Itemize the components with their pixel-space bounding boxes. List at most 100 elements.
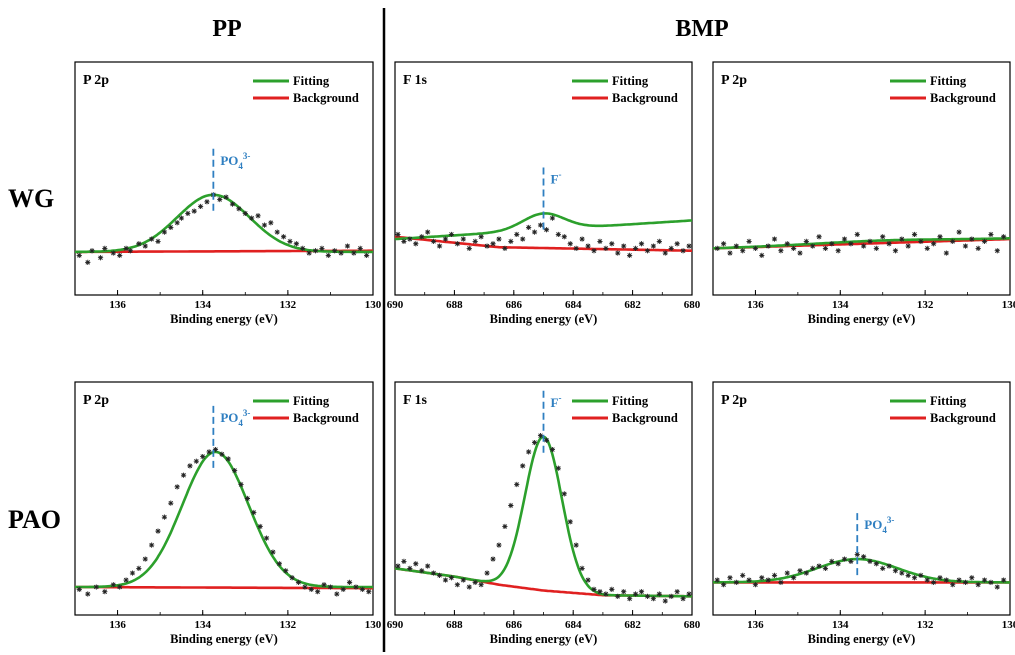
panel-2: 690 688 686 684 682 680 Binding energy (eV) F 1… [387, 61, 701, 326]
data-point [543, 437, 550, 443]
x-tick-label: 684 [565, 619, 582, 631]
data-point [514, 481, 520, 488]
data-point [686, 243, 692, 249]
data-point [180, 472, 187, 478]
data-point [436, 243, 443, 249]
data-point [567, 241, 573, 247]
panel-title: P 2p [83, 73, 109, 88]
data-point [531, 439, 538, 446]
data-point [943, 577, 949, 583]
data-point [867, 558, 873, 565]
data-point [609, 241, 615, 247]
legend-fitting-label: Fitting [612, 74, 649, 88]
data-point [848, 558, 854, 565]
data-point [740, 572, 746, 578]
data-point [490, 241, 496, 247]
data-point [791, 575, 797, 581]
data-point [508, 502, 514, 509]
data-point [880, 234, 886, 240]
data-point [263, 535, 270, 541]
data-point [861, 243, 867, 249]
data-point [454, 241, 460, 247]
plot-frame [712, 381, 1011, 616]
data-point [765, 243, 771, 249]
data-point [937, 234, 943, 240]
data-point [185, 210, 191, 217]
data-point [127, 248, 133, 254]
header-bmp: BMP [675, 16, 728, 42]
x-axis-label: Binding energy (eV) [170, 632, 278, 646]
data-point [193, 458, 199, 464]
data-point [615, 250, 621, 256]
data-point [873, 561, 879, 567]
data-point [988, 579, 994, 585]
data-point [841, 236, 848, 242]
data-point [236, 206, 242, 212]
data-point [931, 241, 937, 247]
data-point [994, 584, 1000, 590]
data-point [89, 248, 95, 254]
data-point [295, 579, 302, 585]
x-tick-label: 130 [1002, 299, 1015, 311]
data-point [638, 589, 645, 595]
data-point [561, 234, 567, 240]
data-point [520, 463, 526, 469]
data-point [746, 238, 752, 245]
legend-fitting-label: Fitting [293, 394, 330, 408]
data-point [334, 591, 340, 597]
panel-6: 136 134 132 130 Binding energy (eV) P 2p Fitti… [712, 381, 1015, 646]
x-tick-label: 136 [747, 299, 764, 311]
data-point [886, 241, 892, 247]
data-point [315, 589, 321, 595]
data-point [187, 463, 193, 469]
data-point [110, 250, 116, 256]
fitting-curve [713, 557, 1010, 584]
data-point [644, 248, 651, 254]
x-axis-label: Binding energy (eV) [490, 312, 598, 326]
data-point [229, 201, 236, 207]
panel-title: P 2p [721, 73, 747, 88]
peak-annotation-superscript: 3- [243, 151, 251, 161]
data-point [680, 248, 686, 254]
data-point [899, 236, 905, 242]
data-point [161, 229, 167, 235]
data-point [680, 596, 686, 602]
peak-annotation-subscript: 4 [238, 161, 243, 171]
data-point [526, 224, 532, 231]
data-point [759, 575, 765, 581]
data-point [129, 570, 136, 576]
data-point [454, 582, 460, 588]
data-point [721, 241, 727, 247]
data-point [244, 495, 251, 502]
data-point [401, 238, 407, 245]
data-point [861, 554, 867, 560]
data-point [200, 453, 206, 460]
data-point [918, 572, 924, 578]
data-point [674, 589, 680, 595]
data-point [338, 250, 344, 256]
data-point [537, 222, 544, 228]
panel-3: 136 134 132 130 Binding energy (eV) P 2p Fitti… [712, 61, 1015, 326]
data-point [591, 586, 597, 592]
x-tick-label: 686 [506, 619, 523, 631]
data-point [905, 572, 911, 578]
data-point [142, 556, 148, 562]
data-point [359, 586, 365, 592]
data-point [627, 252, 633, 258]
x-tick-label: 684 [565, 299, 582, 311]
data-point [555, 231, 561, 238]
data-point [526, 449, 532, 455]
data-point [674, 241, 680, 247]
data-point [242, 210, 248, 217]
data-point [924, 577, 930, 583]
fitting-curve [394, 435, 693, 598]
x-tick-label: 130 [365, 619, 382, 631]
data-point [281, 234, 287, 240]
data-point [351, 250, 357, 256]
legend-fitting-label: Fitting [293, 74, 330, 88]
data-point [212, 446, 219, 453]
data-point [76, 586, 82, 592]
panels: 136 134 132 130 Binding energy (eV) P 2p Fitti… [74, 61, 1015, 646]
data-point [174, 220, 180, 226]
